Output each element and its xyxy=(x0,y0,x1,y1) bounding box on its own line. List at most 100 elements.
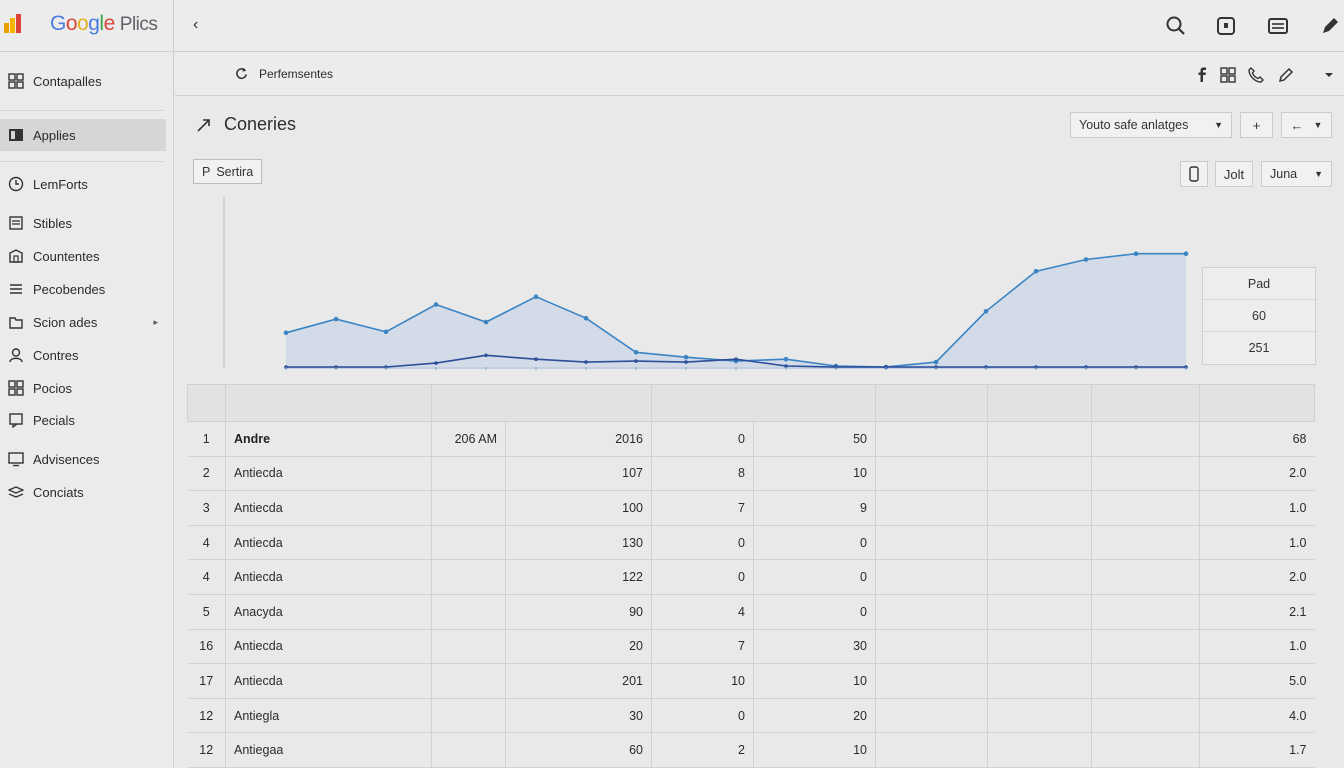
window-icon[interactable] xyxy=(1266,14,1290,38)
table-cell-blank xyxy=(1091,593,1200,630)
jolt-button[interactable]: Jolt xyxy=(1215,161,1253,187)
column-header[interactable] xyxy=(431,384,652,422)
app-square-icon[interactable] xyxy=(1214,14,1238,38)
data-point[interactable] xyxy=(583,315,589,321)
data-point[interactable] xyxy=(983,309,989,314)
table-row[interactable]: 12 Antiegla 30 0 20 4.0 xyxy=(187,697,1315,734)
table-row[interactable]: 5 Anacyda 90 4 0 2.1 xyxy=(187,593,1315,630)
table-cell-v3: 0 xyxy=(753,559,876,595)
table-cell-blank xyxy=(987,455,1092,492)
data-point[interactable] xyxy=(1133,251,1139,256)
data-point[interactable] xyxy=(784,364,788,368)
data-point[interactable] xyxy=(1033,269,1039,274)
sidebar-item-label: Conciats xyxy=(33,484,84,500)
data-point[interactable] xyxy=(933,359,939,365)
sidebar-item-pecobendes[interactable]: Pecobendes xyxy=(0,273,166,305)
data-point[interactable] xyxy=(734,357,738,361)
table-row[interactable]: 4 Antiecda 130 0 0 1.0 xyxy=(187,524,1315,561)
table-cell-v2: 0 xyxy=(651,524,754,561)
column-header[interactable] xyxy=(1199,384,1315,422)
range-dropdown[interactable]: Juna ▼ xyxy=(1261,161,1332,187)
summary-value: 60 xyxy=(1203,300,1315,332)
table-row[interactable]: 17 Antiecda 201 10 10 5.0 xyxy=(187,663,1315,699)
table-row[interactable]: 16 Antiecda 20 7 30 1.0 xyxy=(187,628,1315,665)
refresh-icon[interactable] xyxy=(234,66,249,81)
back-arrow-icon: ← xyxy=(1290,117,1304,133)
add-button[interactable]: + xyxy=(1240,112,1273,138)
sidebar-item-scion-ades[interactable]: Scion ades ▸ xyxy=(0,306,166,338)
chevron-down-icon[interactable] xyxy=(1320,66,1338,84)
column-header[interactable] xyxy=(875,384,988,422)
phone-icon[interactable] xyxy=(1247,66,1265,84)
filter-chip[interactable]: P Sertira xyxy=(193,159,263,184)
table-cell-blank xyxy=(987,732,1092,768)
data-point[interactable] xyxy=(283,330,289,336)
edit-pen-icon[interactable] xyxy=(1318,14,1342,38)
table-cell-v2: 0 xyxy=(651,559,754,595)
data-point[interactable] xyxy=(633,350,639,355)
data-point[interactable] xyxy=(634,359,638,363)
series-area xyxy=(286,253,1186,367)
data-point[interactable] xyxy=(584,360,588,364)
table-row[interactable]: 12 Antiegaa 60 2 10 1.7 xyxy=(187,732,1315,768)
table-cell-time xyxy=(431,455,506,492)
data-point[interactable] xyxy=(483,319,489,325)
column-header[interactable] xyxy=(987,384,1092,422)
brand-name[interactable]: Google Plics xyxy=(50,12,158,35)
sidebar-item-lemforts[interactable]: LemForts xyxy=(0,168,166,200)
sidebar-item-applies[interactable]: Applies xyxy=(0,119,166,151)
sidebar-divider xyxy=(0,161,164,162)
sidebar-item-contres[interactable]: Contres xyxy=(0,339,166,371)
data-point[interactable] xyxy=(533,294,539,299)
search-icon[interactable] xyxy=(1164,14,1188,38)
sidebar-item-conciats[interactable]: Conciats xyxy=(0,476,166,508)
table-cell-blank xyxy=(341,559,432,595)
table-row[interactable]: 2 Antiecda 107 8 10 2.0 xyxy=(187,455,1315,492)
sidebar-item-label: Pecials xyxy=(33,412,75,428)
column-header[interactable] xyxy=(651,384,876,422)
table-cell-blank xyxy=(875,628,988,665)
data-point[interactable] xyxy=(434,361,438,365)
data-point[interactable] xyxy=(783,356,789,362)
data-point[interactable] xyxy=(383,329,389,335)
chevron-down-icon: ▼ xyxy=(1314,169,1323,179)
table-row[interactable]: 1 Andre 206 AM 2016 0 50 68 xyxy=(187,421,1315,457)
table-cell-time xyxy=(431,663,506,699)
sidebar-item-label: Stibles xyxy=(33,215,73,231)
data-point[interactable] xyxy=(333,316,339,322)
sidebar-item-pecials[interactable]: Pecials xyxy=(0,404,166,436)
sidebar-item-contapalles[interactable]: Contapalles xyxy=(0,65,166,97)
data-point[interactable] xyxy=(683,354,689,360)
table-row[interactable]: 3 Antiecda 100 7 9 1.0 xyxy=(187,490,1315,526)
data-point[interactable] xyxy=(484,353,488,358)
apps-grid-icon[interactable] xyxy=(1219,66,1237,84)
facebook-icon[interactable] xyxy=(1193,66,1211,84)
summary-value: 251 xyxy=(1248,341,1270,355)
device-toggle-button[interactable] xyxy=(1180,161,1208,187)
table-cell-blank xyxy=(1091,628,1200,665)
pencil-icon[interactable] xyxy=(1277,66,1295,84)
data-point[interactable] xyxy=(433,302,439,307)
data-point[interactable] xyxy=(684,360,688,364)
table-row[interactable]: 4 Antiecda 122 0 0 2.0 xyxy=(187,559,1315,595)
table-cell-v1: 100 xyxy=(505,490,652,526)
table-cell-name: Anacyda xyxy=(225,593,342,630)
sidebar-item-advisences[interactable]: Advisences xyxy=(0,443,166,475)
sidebar-item-pocios[interactable]: Pocios xyxy=(0,372,166,404)
sidebar-item-countentes[interactable]: Countentes xyxy=(0,240,166,272)
column-header[interactable] xyxy=(1091,384,1200,422)
data-point[interactable] xyxy=(1083,257,1089,262)
column-header[interactable] xyxy=(225,384,432,422)
sidebar-item-label: Applies xyxy=(33,127,76,143)
table-cell-v3: 10 xyxy=(753,455,876,492)
collapse-back-button[interactable]: ‹ xyxy=(193,16,199,33)
column-header[interactable] xyxy=(187,384,226,422)
view-dropdown[interactable]: Youto safe anlatges ▼ xyxy=(1070,112,1232,138)
data-point[interactable] xyxy=(1183,251,1189,256)
range-dropdown-label: Juna xyxy=(1270,167,1298,181)
table-cell-v3: 50 xyxy=(753,421,876,457)
table-cell-v2: 0 xyxy=(651,697,754,734)
sidebar-item-stibles[interactable]: Stibles xyxy=(0,207,166,239)
back-menu-button[interactable]: ← ▼ xyxy=(1281,112,1332,138)
data-point[interactable] xyxy=(534,357,538,361)
